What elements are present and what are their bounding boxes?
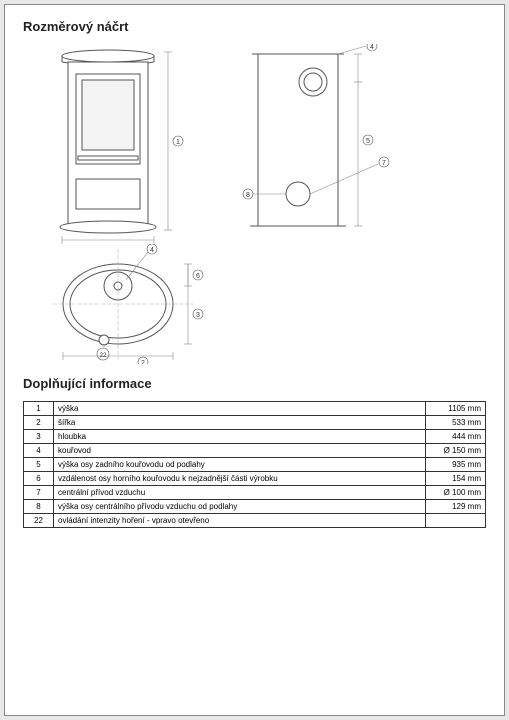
row-number: 5 xyxy=(24,458,54,472)
table-row: 22ovládání intenzity hoření - vpravo ote… xyxy=(24,514,486,528)
dimensions-table: 1výška1105 mm2šířka533 mm3hloubka444 mm4… xyxy=(23,401,486,528)
row-number: 8 xyxy=(24,500,54,514)
top-view-drawing: 4 6 3 22 xyxy=(48,244,218,364)
row-number: 7 xyxy=(24,486,54,500)
row-value: Ø 150 mm xyxy=(426,444,486,458)
row-description: výška osy centrálního přívodu vzduchu od… xyxy=(54,500,426,514)
svg-text:1: 1 xyxy=(176,139,180,146)
table-row: 7centrální přívod vzduchuØ 100 mm xyxy=(24,486,486,500)
row-value: 1105 mm xyxy=(426,402,486,416)
svg-text:4: 4 xyxy=(150,247,154,254)
row-number: 4 xyxy=(24,444,54,458)
row-number: 6 xyxy=(24,472,54,486)
row-description: centrální přívod vzduchu xyxy=(54,486,426,500)
row-value: 154 mm xyxy=(426,472,486,486)
row-value: Ø 100 mm xyxy=(426,486,486,500)
row-value: 533 mm xyxy=(426,416,486,430)
row-number: 22 xyxy=(24,514,54,528)
table-row: 3hloubka444 mm xyxy=(24,430,486,444)
row-value: 935 mm xyxy=(426,458,486,472)
row-description: hloubka xyxy=(54,430,426,444)
svg-text:6: 6 xyxy=(196,273,200,280)
table-row: 4kouřovodØ 150 mm xyxy=(24,444,486,458)
row-description: šířka xyxy=(54,416,426,430)
table-row: 5výška osy zadního kouřovodu od podlahy9… xyxy=(24,458,486,472)
row-number: 3 xyxy=(24,430,54,444)
heading-sketch: Rozměrový náčrt xyxy=(23,19,486,34)
heading-info: Doplňující informace xyxy=(23,376,486,391)
svg-text:7: 7 xyxy=(382,160,386,167)
row-number: 2 xyxy=(24,416,54,430)
rear-view-drawing: 4 5 7 8 xyxy=(238,44,408,244)
table-row: 6vzdálenost osy horního kouřovodu k nejz… xyxy=(24,472,486,486)
table-row: 8výška osy centrálního přívodu vzduchu o… xyxy=(24,500,486,514)
row-value: 129 mm xyxy=(426,500,486,514)
svg-text:4: 4 xyxy=(370,44,374,51)
svg-text:2: 2 xyxy=(141,360,145,364)
row-description: ovládání intenzity hoření - vpravo otevř… xyxy=(54,514,426,528)
row-description: vzdálenost osy horního kouřovodu k nejza… xyxy=(54,472,426,486)
table-body: 1výška1105 mm2šířka533 mm3hloubka444 mm4… xyxy=(24,402,486,528)
row-description: výška xyxy=(54,402,426,416)
svg-text:3: 3 xyxy=(196,312,200,319)
row-value: 444 mm xyxy=(426,430,486,444)
front-view-drawing: 1 xyxy=(48,44,198,244)
technical-drawings: 1 xyxy=(23,44,486,364)
row-value xyxy=(426,514,486,528)
row-description: výška osy zadního kouřovodu od podlahy xyxy=(54,458,426,472)
svg-text:5: 5 xyxy=(366,138,370,145)
page: Rozměrový náčrt xyxy=(4,4,505,716)
table-row: 2šířka533 mm xyxy=(24,416,486,430)
row-number: 1 xyxy=(24,402,54,416)
table-row: 1výška1105 mm xyxy=(24,402,486,416)
svg-text:8: 8 xyxy=(246,192,250,199)
row-description: kouřovod xyxy=(54,444,426,458)
